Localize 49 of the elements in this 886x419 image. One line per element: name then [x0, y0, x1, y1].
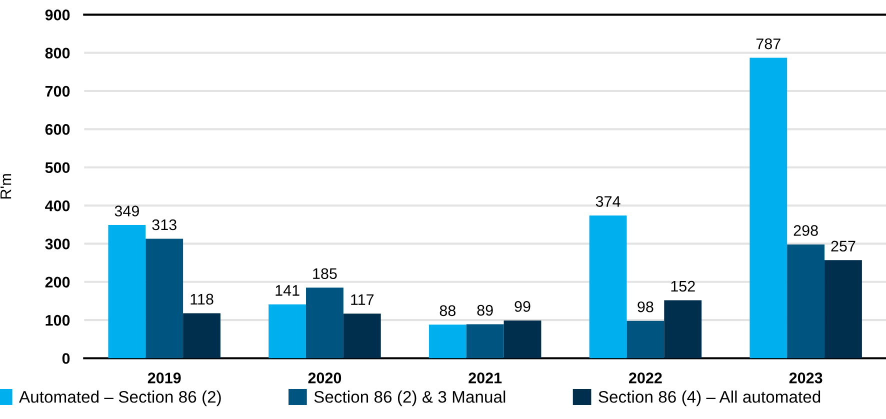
data-label: 298 [794, 225, 818, 236]
data-label: 88 [440, 305, 456, 316]
y-tick-label: 700 [45, 86, 70, 97]
data-label: 152 [671, 280, 695, 292]
legend-label: Automated – Section 86 (2) [19, 390, 221, 406]
bar [146, 238, 184, 358]
data-label: 374 [596, 196, 620, 207]
x-tick-label: 2023 [789, 372, 822, 384]
data-label: 185 [313, 268, 337, 280]
bar [466, 324, 504, 358]
bar [787, 244, 825, 358]
bar [824, 260, 862, 358]
bar [268, 304, 306, 358]
bar [504, 320, 542, 358]
x-tick-label: 2019 [148, 372, 181, 384]
data-label: 313 [152, 219, 176, 230]
y-tick-label: 200 [45, 276, 70, 288]
y-axis-title: R'm [0, 174, 12, 199]
data-label: 98 [638, 301, 654, 312]
y-tick-label: 400 [45, 200, 70, 212]
x-tick-label: 2022 [628, 372, 662, 384]
y-tick-label: 800 [45, 48, 70, 59]
bar [428, 324, 466, 358]
bar [343, 314, 381, 358]
bar [664, 300, 702, 358]
y-tick-label: 500 [45, 162, 70, 174]
y-tick-label: 600 [45, 124, 70, 135]
y-tick-label: 900 [45, 10, 70, 20]
y-tick-label: 300 [45, 238, 70, 250]
y-tick-label: 100 [46, 314, 70, 326]
data-label: 787 [756, 38, 780, 50]
data-label: 118 [190, 294, 214, 305]
bar [750, 58, 788, 358]
bar [183, 313, 220, 358]
bar [306, 288, 344, 358]
legend-label: Section 86 (2) & 3 Manual [314, 390, 506, 406]
legend-label: Section 86 (4) – All automated [598, 390, 820, 406]
data-label: 141 [276, 285, 300, 296]
bar [626, 320, 664, 358]
x-tick-label: 2021 [468, 372, 502, 384]
bar [108, 225, 146, 358]
data-label: 349 [114, 206, 139, 216]
data-label: 89 [477, 304, 493, 316]
x-tick-label: 2020 [308, 372, 342, 384]
data-label: 99 [514, 301, 530, 312]
y-tick-label: 0 [62, 353, 70, 364]
data-label: 257 [831, 240, 856, 252]
data-label: 117 [351, 294, 374, 305]
bar [589, 215, 627, 358]
